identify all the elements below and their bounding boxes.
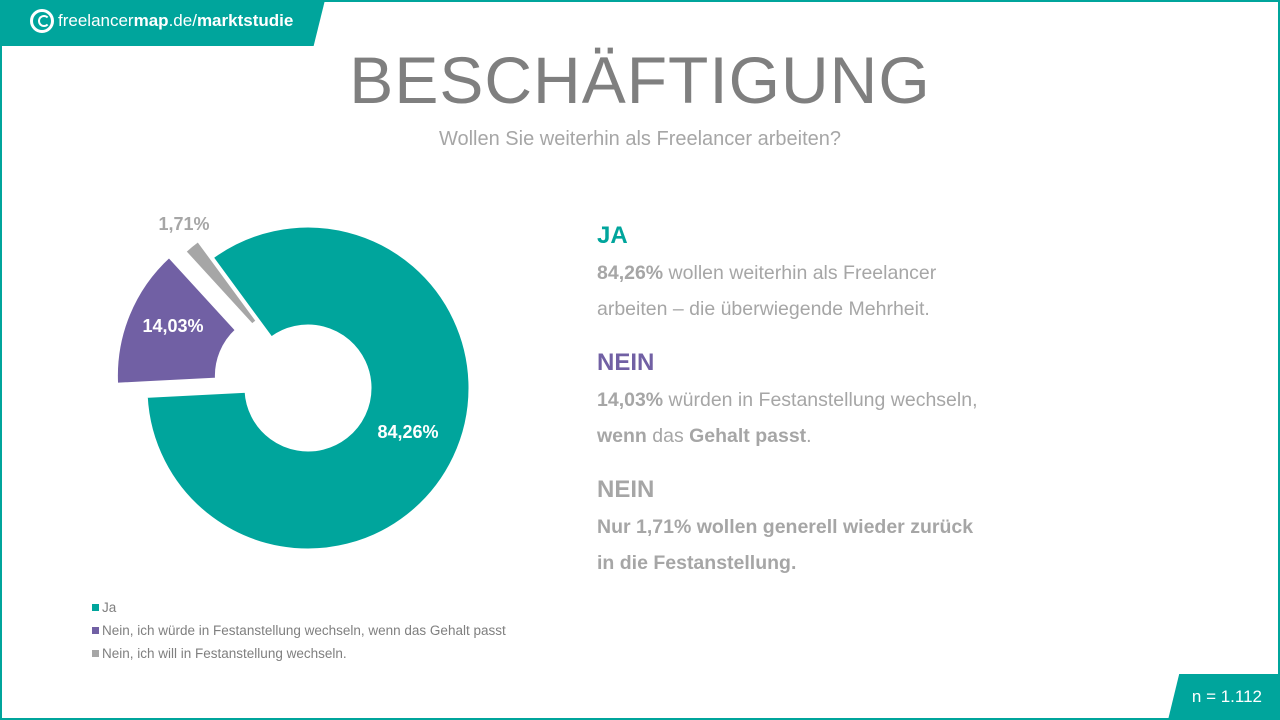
logo-icon	[30, 9, 54, 33]
explanations: JA 84,26% wollen weiterhin als Freelancer…	[597, 222, 1017, 603]
page-title: BESCHÄFTIGUNG	[349, 43, 931, 117]
logo-domain: .de/	[168, 11, 197, 30]
legend-label: Nein, ich will in Festanstellung wechsel…	[102, 646, 347, 661]
data-label-0: 84,26%	[377, 422, 438, 442]
explanation-text: 84,26% wollen weiterhin als Freelancer ar…	[597, 262, 937, 320]
page-subtitle: Wollen Sie weiterhin als Freelancer arbe…	[438, 128, 842, 150]
legend-swatch	[92, 627, 99, 634]
donut-chart: 84,26% 14,03% 1,71%	[114, 214, 472, 552]
legend-label: Nein, ich würde in Festanstellung wechse…	[102, 623, 506, 638]
freelancermap-logo: freelancer map .de/marktstudie	[30, 9, 293, 33]
legend-item: Ja	[92, 596, 506, 619]
logo-text-bold: map	[133, 11, 169, 30]
donut-slice-0	[144, 224, 472, 552]
explanation-block: JA 84,26% wollen weiterhin als Freelancer…	[597, 222, 1017, 327]
logo-path: marktstudie	[196, 11, 294, 30]
legend-item: Nein, ich will in Festanstellung wechsel…	[92, 642, 506, 665]
data-label-1: 14,03%	[142, 316, 203, 336]
explanation-text: 14,03% würden in Festanstellung wechseln…	[597, 389, 978, 447]
explanation-heading: JA	[597, 222, 628, 249]
sample-size-badge: n = 1.112	[1168, 674, 1280, 720]
legend-label: Ja	[102, 600, 117, 615]
donut-slice-1	[114, 254, 239, 386]
logo-text: freelancer	[58, 11, 134, 30]
explanation-heading: NEIN	[597, 476, 655, 503]
legend-swatch	[92, 604, 99, 611]
data-label-2: 1,71%	[158, 214, 209, 234]
explanation-text: Nur 1,71% wollen generell wieder zurück i…	[597, 516, 974, 574]
explanation-heading: NEIN	[597, 349, 655, 376]
logo-bar: freelancer map .de/marktstudie	[0, 0, 325, 46]
explanation-block: NEIN 14,03% würden in Festanstellung wech…	[597, 349, 1017, 454]
sample-size: n = 1.112	[1191, 687, 1262, 706]
legend-swatch	[92, 650, 99, 657]
chart-legend: Ja Nein, ich würde in Festanstellung wech…	[92, 596, 506, 665]
explanation-block: NEIN Nur 1,71% wollen generell wieder zur…	[597, 476, 1017, 581]
donut-slice-2	[182, 238, 260, 328]
legend-item: Nein, ich würde in Festanstellung wechse…	[92, 619, 506, 642]
